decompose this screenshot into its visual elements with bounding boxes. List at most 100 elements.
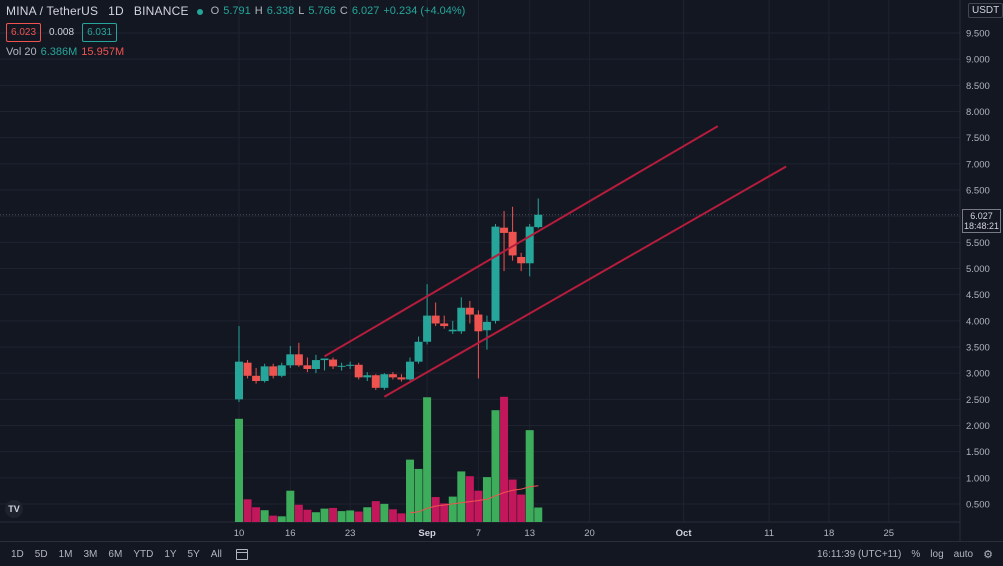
volume-bar xyxy=(363,507,372,522)
candle-body xyxy=(508,231,517,256)
channel-trend-line xyxy=(383,165,787,398)
timeframe-5d[interactable]: 5D xyxy=(34,548,48,560)
volume-bar xyxy=(500,396,509,522)
exchange-label: BINANCE xyxy=(133,4,189,18)
candle-body xyxy=(354,364,363,378)
candle-body xyxy=(534,214,543,228)
volume-value: 6.386M xyxy=(40,46,78,58)
volume-bar xyxy=(440,503,449,522)
log-toggle[interactable]: log xyxy=(930,548,944,560)
candle-body xyxy=(286,354,295,366)
close-value: 6.027 xyxy=(351,5,380,17)
timeframe-5y[interactable]: 5Y xyxy=(187,548,200,560)
calendar-icon[interactable] xyxy=(235,548,248,560)
candle-body xyxy=(380,374,389,388)
x-tick-label: Sep xyxy=(418,528,436,539)
y-tick-label: 8.000 xyxy=(966,107,990,118)
buy-button[interactable]: 6.031 xyxy=(82,23,118,42)
volume-bar xyxy=(252,507,261,522)
volume-bar xyxy=(260,510,269,522)
candle-body xyxy=(243,362,252,376)
timeframe-all[interactable]: All xyxy=(210,548,222,560)
settings-gear-icon[interactable]: ⚙ xyxy=(983,548,993,561)
percent-toggle[interactable]: % xyxy=(911,548,921,560)
timeframe-1y[interactable]: 1Y xyxy=(164,548,177,560)
x-tick-label: 16 xyxy=(285,528,296,539)
open-key: O xyxy=(210,5,220,17)
candle-body xyxy=(371,375,380,388)
change-value: +0.234 (+4.04%) xyxy=(383,5,466,17)
y-tick-label: 9.500 xyxy=(966,29,990,40)
currency-label[interactable]: USDT xyxy=(968,3,1003,18)
candle-body xyxy=(500,227,509,233)
low-value: 5.766 xyxy=(308,5,336,17)
market-status-icon xyxy=(196,8,203,15)
timeframe-6m[interactable]: 6M xyxy=(108,548,123,560)
candle-body xyxy=(406,361,414,380)
y-tick-label: 2.500 xyxy=(966,395,990,406)
candle-body xyxy=(457,307,466,332)
bottom-toolbar: 1D 5D 1M 3M 6M YTD 1Y 5Y All 16:11:39 (U… xyxy=(0,541,1003,566)
candle-body xyxy=(440,323,449,327)
x-tick-label: 13 xyxy=(524,528,535,539)
y-tick-label: 8.500 xyxy=(966,81,990,92)
volume-bar xyxy=(465,476,474,522)
y-tick-label: 2.000 xyxy=(966,421,990,432)
volume-bar xyxy=(406,459,414,522)
candle-body xyxy=(431,315,440,324)
y-tick-label: 4.000 xyxy=(966,316,990,327)
candle-body xyxy=(482,321,491,331)
volume-bar xyxy=(380,503,389,522)
timeframe-1m[interactable]: 1M xyxy=(58,548,73,560)
volume-bar xyxy=(423,397,432,522)
y-tick-label: 9.000 xyxy=(966,55,990,66)
low-key: L xyxy=(298,5,305,17)
volume-bar xyxy=(329,507,338,522)
interval-label[interactable]: 1D xyxy=(108,4,124,18)
candle-body xyxy=(474,314,483,332)
candle-body xyxy=(397,377,406,380)
bar-countdown: 18:48:21 xyxy=(963,221,1000,231)
auto-toggle[interactable]: auto xyxy=(953,548,974,560)
x-tick-label: Oct xyxy=(676,528,693,539)
volume-bar xyxy=(517,494,526,522)
clock-display[interactable]: 16:11:39 (UTC+11) xyxy=(816,548,902,560)
volume-label[interactable]: Vol 20 xyxy=(6,46,37,58)
y-tick-label: 7.000 xyxy=(966,159,990,170)
volume-bar xyxy=(388,509,397,522)
volume-bar xyxy=(303,509,312,522)
volume-bar xyxy=(525,430,534,522)
last-price-value: 6.027 xyxy=(970,211,993,221)
high-value: 6.338 xyxy=(266,5,295,17)
sell-button[interactable]: 6.023 xyxy=(6,23,42,42)
volume-bar xyxy=(457,471,466,522)
volume-bar xyxy=(414,468,423,522)
high-key: H xyxy=(254,5,263,17)
y-tick-label: 5.500 xyxy=(966,238,990,249)
volume-bar xyxy=(235,418,243,522)
y-tick-label: 1.000 xyxy=(966,473,990,484)
candle-body xyxy=(260,366,269,382)
candle-body xyxy=(346,364,355,366)
volume-bar xyxy=(320,508,329,522)
symbol-label[interactable]: MINA / TetherUS xyxy=(6,4,99,18)
candle-body xyxy=(491,226,500,321)
tradingview-logo[interactable]: TV xyxy=(5,500,23,518)
y-tick-label: 7.500 xyxy=(966,133,990,144)
timeframe-ytd[interactable]: YTD xyxy=(133,548,154,560)
volume-bar xyxy=(371,501,380,522)
timeframe-1d[interactable]: 1D xyxy=(11,548,24,560)
timeframe-3m[interactable]: 3M xyxy=(83,548,98,560)
y-tick-label: 5.000 xyxy=(966,264,990,275)
y-tick-label: 0.500 xyxy=(966,500,990,511)
candle-body xyxy=(448,329,457,332)
candle-body xyxy=(303,365,312,369)
volume-bar xyxy=(243,499,252,522)
volume-bar xyxy=(474,490,483,522)
x-tick-label: 11 xyxy=(764,528,774,539)
candle-body xyxy=(423,315,432,342)
spread-value: 0.008 xyxy=(49,27,75,38)
volume-bar xyxy=(431,497,440,522)
